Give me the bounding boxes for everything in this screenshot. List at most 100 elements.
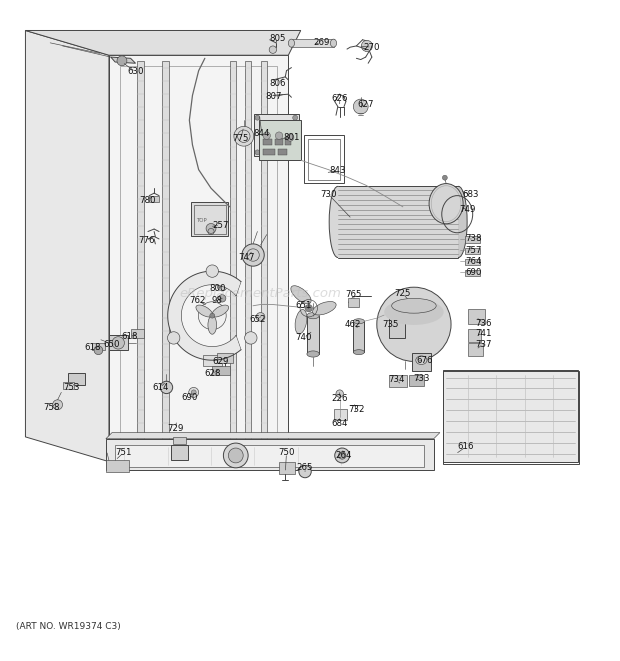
Text: 626: 626 — [332, 94, 348, 103]
Bar — [308, 139, 340, 180]
Text: 98: 98 — [212, 296, 223, 305]
Bar — [353, 321, 365, 352]
Text: 651: 651 — [296, 301, 312, 310]
Text: 730: 730 — [321, 190, 337, 199]
Bar — [443, 370, 578, 461]
Ellipse shape — [212, 305, 229, 317]
Circle shape — [210, 313, 215, 318]
Circle shape — [218, 295, 226, 302]
Text: 729: 729 — [167, 424, 184, 433]
Text: 776: 776 — [138, 236, 154, 245]
Bar — [191, 202, 228, 237]
Bar — [92, 343, 105, 350]
Text: 732: 732 — [348, 405, 365, 414]
Text: 765: 765 — [345, 290, 361, 299]
Circle shape — [117, 56, 127, 65]
Circle shape — [53, 400, 63, 410]
Ellipse shape — [307, 313, 319, 319]
Bar — [137, 61, 144, 455]
Text: 800: 800 — [209, 284, 226, 293]
Polygon shape — [25, 30, 109, 461]
Text: 807: 807 — [266, 92, 282, 101]
Text: 738: 738 — [466, 235, 482, 243]
Text: (ART NO. WR19374 C3): (ART NO. WR19374 C3) — [16, 621, 121, 631]
Circle shape — [339, 451, 346, 459]
Circle shape — [223, 443, 248, 468]
Text: 844: 844 — [254, 130, 270, 138]
Circle shape — [275, 132, 283, 139]
Circle shape — [293, 150, 298, 155]
Bar — [245, 61, 251, 455]
Text: TOP: TOP — [197, 218, 207, 223]
Circle shape — [269, 46, 277, 54]
Bar — [193, 205, 226, 234]
Text: 843: 843 — [330, 167, 346, 175]
Bar — [278, 149, 287, 155]
Ellipse shape — [288, 39, 294, 47]
Text: 264: 264 — [336, 451, 352, 460]
Bar — [229, 61, 236, 455]
Ellipse shape — [416, 356, 427, 364]
Circle shape — [255, 115, 260, 120]
Circle shape — [263, 132, 270, 139]
Text: 733: 733 — [413, 374, 430, 383]
Bar — [443, 371, 579, 463]
Bar — [304, 135, 344, 183]
Text: 740: 740 — [296, 333, 312, 342]
Bar — [171, 445, 188, 461]
Bar — [275, 139, 283, 145]
Text: 734: 734 — [388, 375, 405, 385]
Circle shape — [191, 390, 196, 395]
Text: 750: 750 — [278, 448, 294, 457]
Text: 780: 780 — [140, 196, 156, 205]
Circle shape — [206, 223, 216, 233]
Text: 627: 627 — [357, 100, 374, 108]
Polygon shape — [168, 271, 241, 360]
Text: 683: 683 — [463, 190, 479, 199]
Text: 616: 616 — [458, 442, 474, 451]
Bar — [131, 329, 144, 338]
Ellipse shape — [330, 39, 337, 47]
Circle shape — [228, 448, 243, 463]
Circle shape — [353, 99, 368, 114]
Bar — [348, 298, 360, 307]
Polygon shape — [106, 439, 434, 470]
Bar — [217, 354, 232, 363]
Circle shape — [234, 126, 254, 146]
Polygon shape — [111, 57, 136, 63]
Bar — [254, 114, 299, 156]
Bar — [467, 343, 483, 356]
Bar — [464, 248, 480, 254]
Circle shape — [256, 313, 265, 321]
Text: 741: 741 — [475, 329, 492, 338]
Text: 676: 676 — [416, 356, 433, 365]
Circle shape — [161, 381, 172, 393]
Ellipse shape — [384, 299, 444, 325]
Bar — [389, 375, 407, 387]
Circle shape — [377, 287, 451, 362]
Bar — [464, 258, 480, 265]
Text: eReplacementParts.com: eReplacementParts.com — [180, 287, 342, 300]
Text: 747: 747 — [239, 253, 255, 262]
Bar — [63, 382, 74, 389]
Text: 650: 650 — [104, 340, 120, 348]
Bar — [172, 437, 186, 444]
Text: 775: 775 — [232, 134, 249, 143]
Ellipse shape — [429, 184, 463, 224]
Circle shape — [188, 387, 198, 397]
Circle shape — [305, 305, 312, 312]
Ellipse shape — [329, 186, 347, 258]
Text: 753: 753 — [64, 383, 80, 392]
Ellipse shape — [312, 301, 336, 315]
Bar — [307, 316, 319, 354]
Text: 762: 762 — [189, 296, 206, 305]
Circle shape — [94, 346, 103, 354]
Bar — [279, 461, 294, 474]
Ellipse shape — [353, 350, 365, 354]
Text: 630: 630 — [127, 67, 144, 77]
Text: 684: 684 — [332, 419, 348, 428]
Circle shape — [336, 390, 343, 397]
Text: 226: 226 — [332, 394, 348, 403]
Ellipse shape — [353, 319, 365, 324]
Text: 725: 725 — [394, 289, 411, 298]
